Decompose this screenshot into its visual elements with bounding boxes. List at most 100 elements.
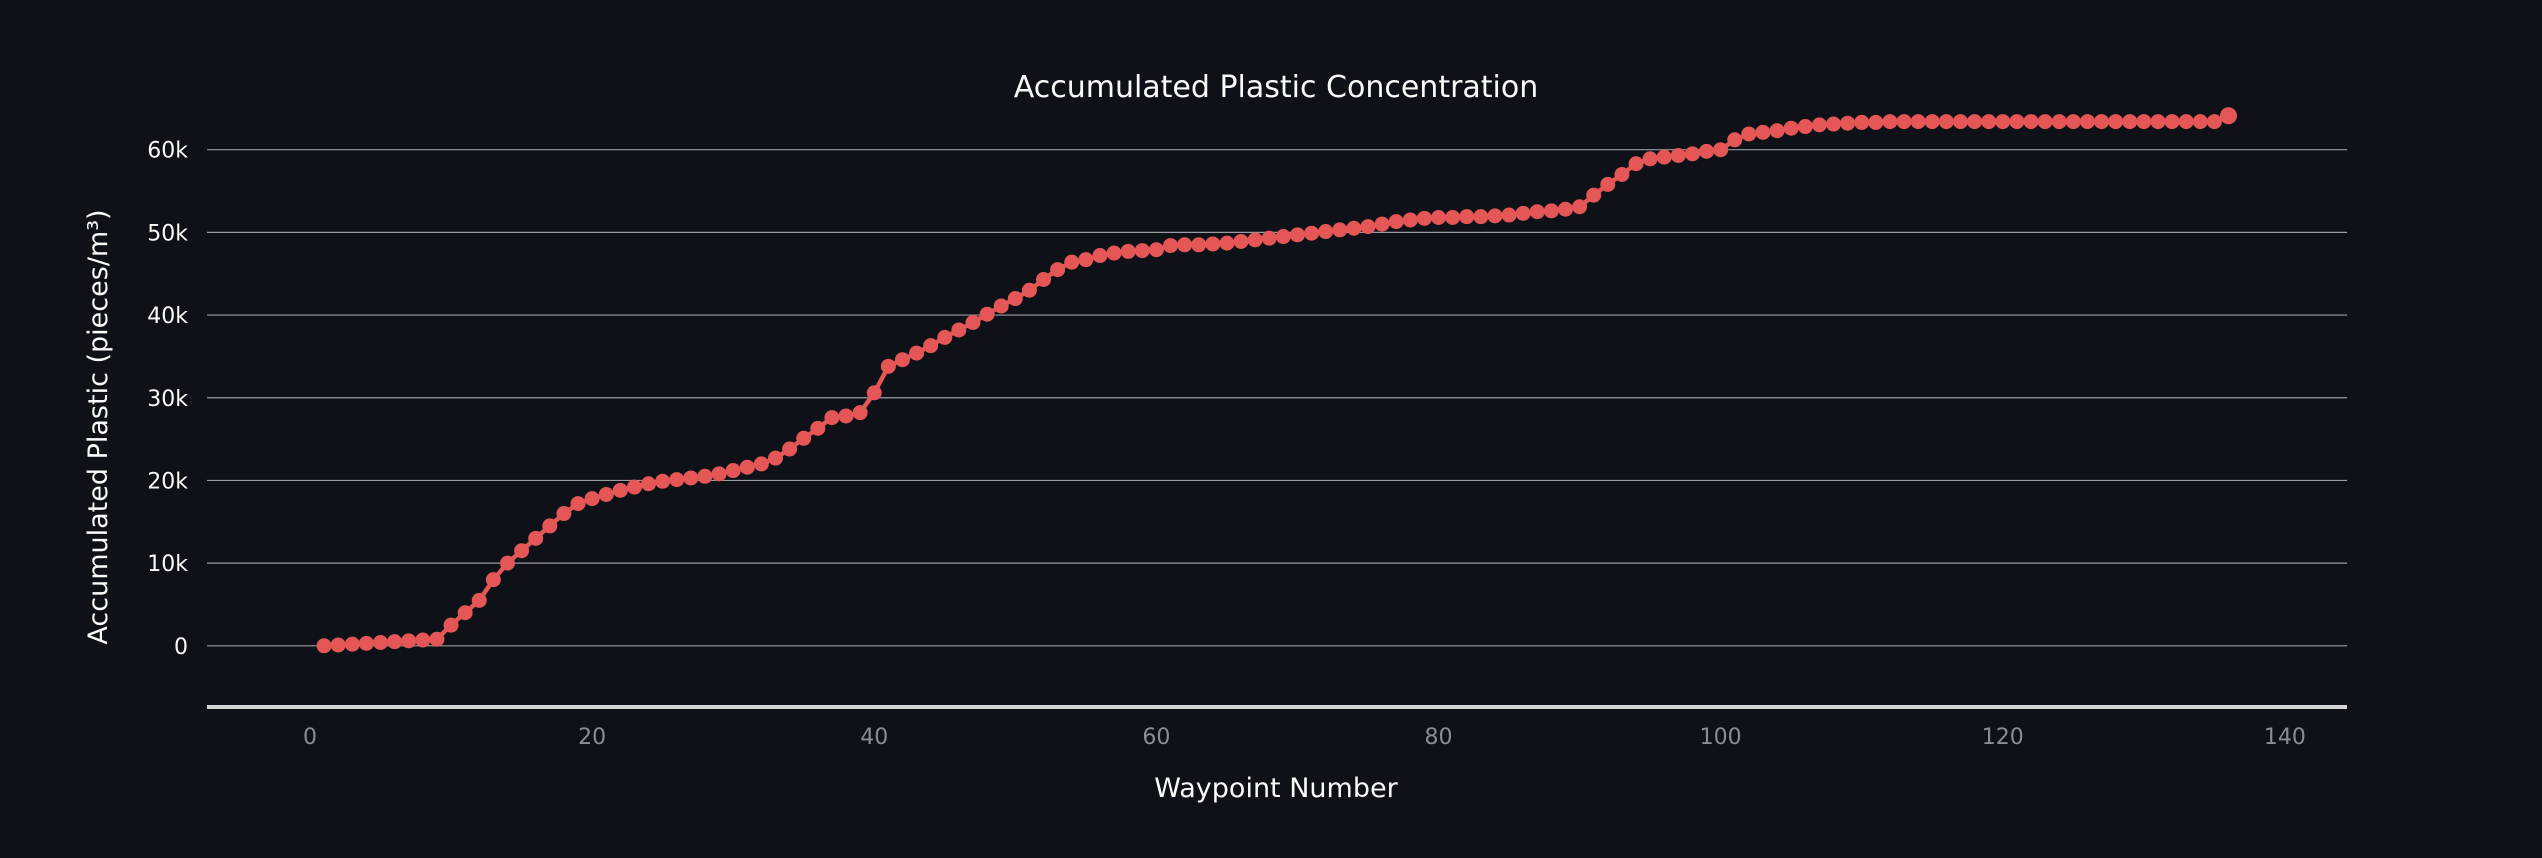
data-point[interactable]	[499, 555, 515, 571]
data-point[interactable]	[894, 352, 910, 368]
data-point[interactable]	[570, 496, 586, 512]
data-point[interactable]	[824, 410, 840, 426]
data-point[interactable]	[1021, 282, 1037, 298]
data-point[interactable]	[471, 592, 487, 608]
data-point[interactable]	[725, 463, 741, 479]
data-point[interactable]	[979, 306, 995, 322]
data-point[interactable]	[1078, 252, 1094, 268]
data-point[interactable]	[1304, 225, 1320, 241]
data-point[interactable]	[1092, 248, 1108, 264]
data-point[interactable]	[1572, 199, 1588, 215]
data-point[interactable]	[401, 633, 417, 649]
data-point[interactable]	[387, 634, 403, 650]
data-point[interactable]	[1416, 210, 1432, 226]
data-point[interactable]	[1318, 224, 1334, 240]
data-point[interactable]	[2023, 114, 2039, 130]
data-point[interactable]	[415, 632, 431, 648]
data-point[interactable]	[1543, 203, 1559, 219]
data-point[interactable]	[1670, 147, 1686, 163]
data-point[interactable]	[1557, 201, 1573, 217]
data-point[interactable]	[852, 405, 868, 421]
data-point[interactable]	[1120, 243, 1136, 259]
data-point[interactable]	[1346, 220, 1362, 236]
data-point[interactable]	[1755, 124, 1771, 140]
data-point[interactable]	[2108, 114, 2124, 130]
data-point[interactable]	[1826, 116, 1842, 132]
data-point[interactable]	[1374, 216, 1390, 232]
data-point[interactable]	[1402, 212, 1418, 228]
data-point[interactable]	[2192, 114, 2208, 130]
data-point[interactable]	[951, 322, 967, 338]
data-point[interactable]	[584, 491, 600, 507]
data-point[interactable]	[2094, 114, 2110, 130]
data-point[interactable]	[626, 479, 642, 495]
data-point[interactable]	[753, 456, 769, 472]
data-point[interactable]	[711, 466, 727, 482]
data-point[interactable]	[1473, 209, 1489, 225]
data-point[interactable]	[641, 476, 657, 492]
data-point[interactable]	[1275, 229, 1291, 245]
data-point[interactable]	[2164, 114, 2180, 130]
data-point[interactable]	[1967, 114, 1983, 130]
data-point[interactable]	[1656, 149, 1672, 165]
data-point[interactable]	[2079, 114, 2095, 130]
data-point[interactable]	[683, 470, 699, 486]
data-point[interactable]	[1952, 114, 1968, 130]
data-point[interactable]	[1938, 114, 1954, 130]
data-point[interactable]	[697, 468, 713, 484]
data-point[interactable]	[1981, 114, 1997, 130]
data-point[interactable]	[2206, 114, 2222, 130]
data-point[interactable]	[344, 636, 360, 652]
data-point[interactable]	[768, 450, 784, 466]
data-point[interactable]	[1459, 209, 1475, 225]
data-point[interactable]	[1036, 272, 1052, 288]
data-point[interactable]	[1177, 237, 1193, 253]
data-point[interactable]	[923, 338, 939, 354]
data-point[interactable]	[485, 572, 501, 588]
data-point[interactable]	[669, 472, 685, 488]
data-point[interactable]	[1261, 230, 1277, 246]
data-point[interactable]	[782, 441, 798, 457]
data-point[interactable]	[358, 635, 374, 651]
data-point[interactable]	[1487, 208, 1503, 224]
data-point[interactable]	[1219, 235, 1235, 251]
data-point[interactable]	[2136, 114, 2152, 130]
data-point[interactable]	[1642, 151, 1658, 167]
data-point[interactable]	[1811, 117, 1827, 133]
data-point[interactable]	[866, 385, 882, 401]
data-point[interactable]	[1727, 132, 1743, 148]
data-point[interactable]	[1529, 204, 1545, 220]
data-point[interactable]	[1924, 114, 1940, 130]
data-point[interactable]	[993, 298, 1009, 314]
data-point[interactable]	[1515, 205, 1531, 221]
data-point[interactable]	[1233, 233, 1249, 249]
data-point[interactable]	[1614, 166, 1630, 182]
data-point[interactable]	[655, 473, 671, 489]
data-point[interactable]	[1445, 209, 1461, 225]
data-point[interactable]	[1162, 238, 1178, 254]
data-point[interactable]	[1148, 242, 1164, 258]
data-point[interactable]	[1699, 143, 1715, 159]
data-point[interactable]	[1882, 114, 1898, 130]
data-point[interactable]	[1995, 114, 2011, 130]
data-point[interactable]	[838, 408, 854, 424]
data-point[interactable]	[1741, 126, 1757, 142]
data-point[interactable]	[1586, 187, 1602, 203]
data-point[interactable]	[1332, 222, 1348, 238]
data-point[interactable]	[556, 506, 572, 522]
data-point[interactable]	[612, 482, 628, 498]
data-point[interactable]	[909, 345, 925, 361]
data-point[interactable]	[1388, 214, 1404, 230]
data-point[interactable]	[2150, 114, 2166, 130]
data-point[interactable]	[1910, 114, 1926, 130]
data-point[interactable]	[1628, 156, 1644, 172]
data-point[interactable]	[1896, 114, 1912, 130]
data-point[interactable]	[2178, 114, 2194, 130]
data-point[interactable]	[316, 638, 332, 654]
data-point[interactable]	[1797, 119, 1813, 135]
data-point[interactable]	[2122, 114, 2138, 130]
data-point[interactable]	[1840, 115, 1856, 131]
data-point[interactable]	[1854, 114, 1870, 130]
data-point[interactable]	[1191, 237, 1207, 253]
data-point[interactable]	[443, 617, 459, 633]
